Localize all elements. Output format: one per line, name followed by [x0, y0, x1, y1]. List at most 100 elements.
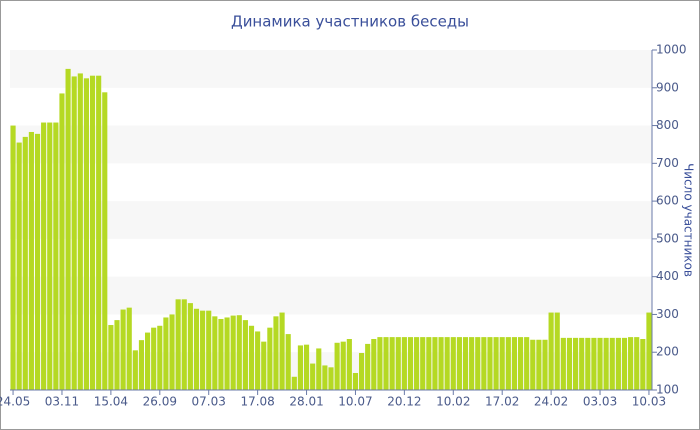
bar — [34, 133, 41, 390]
bar — [609, 337, 615, 390]
bar — [628, 337, 634, 390]
bar — [126, 307, 132, 390]
bar — [560, 337, 566, 390]
bar — [487, 337, 493, 390]
bar — [242, 320, 248, 390]
x-tick-label: 17.08 — [240, 395, 274, 409]
x-tick-label: 17.02 — [485, 395, 519, 409]
bar — [462, 337, 469, 390]
bar — [469, 337, 475, 390]
x-tick-label: 07.03 — [192, 395, 226, 409]
bar — [340, 341, 346, 390]
bar — [132, 350, 138, 390]
bar — [640, 339, 646, 390]
bar — [175, 299, 181, 390]
bar — [291, 376, 297, 390]
x-tick-label: 03.11 — [45, 395, 79, 409]
y-tick-label: 800 — [656, 118, 679, 132]
bar — [542, 339, 548, 390]
bar — [187, 303, 193, 390]
bar — [16, 142, 22, 390]
x-tick-label: 10.02 — [436, 395, 470, 409]
bar — [157, 325, 163, 390]
bar — [96, 75, 102, 390]
bar — [328, 367, 334, 390]
grid-band — [10, 276, 652, 315]
bar — [554, 312, 560, 390]
bar — [548, 312, 554, 390]
bar — [102, 92, 108, 391]
bar — [414, 337, 420, 390]
bar — [444, 337, 450, 390]
x-tick-label: 28.01 — [289, 395, 323, 409]
bar — [120, 309, 126, 390]
x-tick-label: 24.02 — [534, 395, 568, 409]
x-tick-label: 15.04 — [94, 395, 128, 409]
y-axis-label: Число участников — [682, 163, 696, 277]
bar — [371, 339, 377, 390]
y-tick-label: 1000 — [656, 43, 687, 57]
y-tick-label: 100 — [656, 383, 679, 397]
bar — [279, 312, 285, 390]
bar — [89, 75, 96, 390]
bar — [181, 299, 187, 390]
x-tick-label: 10.07 — [338, 395, 372, 409]
bar — [206, 310, 212, 390]
bar — [493, 337, 499, 390]
bar — [71, 76, 77, 390]
bar — [401, 337, 407, 390]
x-tick-label: 24.05 — [0, 395, 30, 409]
bar — [591, 337, 597, 390]
bar — [83, 78, 89, 390]
bar — [59, 93, 65, 390]
bar — [47, 122, 53, 391]
bar — [566, 337, 573, 390]
bar — [407, 337, 414, 390]
bar — [255, 331, 261, 390]
bar — [236, 315, 242, 390]
bar — [114, 320, 120, 390]
bar — [432, 337, 438, 390]
bar — [261, 341, 267, 390]
bar — [334, 342, 340, 390]
bar — [524, 337, 530, 390]
bar — [389, 337, 395, 390]
bar — [585, 337, 591, 390]
bar — [151, 327, 157, 390]
bar — [273, 316, 279, 390]
bar — [303, 344, 310, 390]
bar — [138, 340, 145, 390]
x-tick-label: 03.03 — [583, 395, 617, 409]
bar — [450, 337, 456, 390]
bar — [285, 334, 291, 390]
grid-band — [10, 201, 652, 239]
bar — [475, 337, 481, 390]
bar — [426, 337, 432, 390]
bar — [395, 337, 401, 390]
bar — [481, 337, 487, 390]
bar — [230, 315, 236, 390]
x-tick-label: 20.12 — [387, 395, 421, 409]
bar — [224, 317, 230, 390]
bar — [297, 345, 303, 390]
bar — [267, 327, 273, 390]
bar — [383, 337, 389, 390]
bar — [22, 136, 28, 390]
bar — [365, 343, 371, 390]
bar — [248, 325, 255, 390]
bar — [621, 337, 628, 390]
bar — [420, 337, 426, 390]
y-tick-label: 900 — [656, 80, 679, 94]
bar — [499, 337, 505, 390]
x-tick-label: 10.03 — [632, 395, 666, 409]
bar — [41, 122, 47, 391]
x-tick-label: 26.09 — [143, 395, 177, 409]
bar — [530, 339, 536, 390]
bar — [65, 68, 71, 390]
bar — [108, 325, 114, 390]
bar — [77, 73, 83, 390]
grid-band — [10, 50, 652, 88]
bar — [456, 337, 462, 390]
bar — [322, 365, 328, 390]
bar — [438, 337, 444, 390]
